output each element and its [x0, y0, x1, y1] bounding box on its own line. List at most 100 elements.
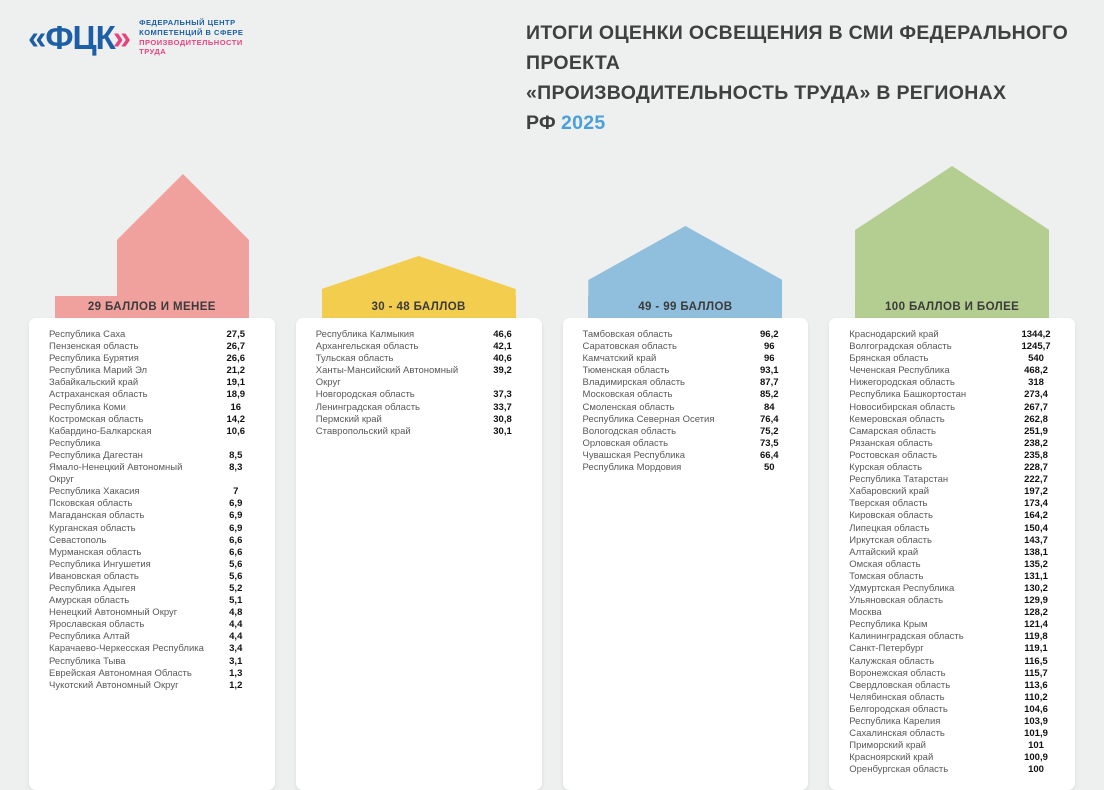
fck-logo-caption: ФЕДЕРАЛЬНЫЙ ЦЕНТР КОМПЕТЕНЦИЙ В СФЕРЕ ПР…	[139, 18, 243, 57]
region-name: Ульяновская область	[849, 595, 944, 607]
region-row: Омская область 135,2	[849, 559, 1063, 571]
region-row: Камчатский край 96	[583, 353, 797, 365]
region-score: 8,5	[229, 449, 243, 461]
region-name: Республика Саха	[49, 329, 126, 340]
region-score: 1245,7	[1021, 341, 1051, 353]
region-row: Чукотский Автономный Округ 1,2	[49, 680, 263, 692]
region-score: 129,9	[1024, 595, 1048, 607]
region-name: Кемеровская область	[849, 413, 945, 425]
region-score: 1,3	[229, 667, 243, 679]
region-score: 16	[230, 401, 242, 413]
region-row: Республика Адыгея 5,2	[49, 583, 263, 595]
region-row: Сахалинская область 101,9	[849, 728, 1063, 740]
infographic-page: «ФЦК» ФЕДЕРАЛЬНЫЙ ЦЕНТР КОМПЕТЕНЦИЙ В СФ…	[28, 18, 1075, 790]
region-score: 5,6	[229, 570, 243, 582]
region-score: 75,2	[760, 425, 779, 437]
region-row: Челябинская область 110,2	[849, 692, 1063, 704]
region-score: 6,9	[229, 498, 243, 510]
region-score: 238,2	[1024, 437, 1048, 449]
region-row: Ямало-Ненецкий Автономный Округ 8,3	[49, 462, 263, 486]
region-score: 30,1	[493, 425, 512, 437]
region-list-card: Тамбовская область 96,2 Саратовская област…	[562, 318, 809, 790]
region-score: 119,8	[1024, 631, 1048, 643]
score-range-band: 49 - 99 БАЛЛОВ	[588, 296, 783, 318]
house-arrow-icon	[588, 226, 783, 296]
fck-logo-letters: «ФЦК	[28, 19, 116, 56]
region-row: Севастополь 6,6	[49, 535, 263, 547]
region-row: Саратовская область 96	[583, 341, 797, 353]
logo-caption-line2: КОМПЕТЕНЦИЙ В СФЕРЕ	[139, 27, 244, 37]
region-name: Липецкая область	[849, 522, 930, 534]
region-score: 96,2	[760, 329, 779, 340]
region-name: Чувашская Республика	[582, 449, 686, 461]
region-row: Республика Марий Эл 21,2	[49, 365, 263, 377]
region-row: Оренбургская область 100	[849, 764, 1063, 776]
region-name: Воронежская область	[849, 667, 946, 679]
region-score: 19,1	[226, 377, 246, 389]
house-arrow-icon	[116, 174, 249, 296]
region-row: Ненецкий Автономный Округ 4,8	[49, 607, 263, 619]
fck-logo: «ФЦК» ФЕДЕРАЛЬНЫЙ ЦЕНТР КОМПЕТЕНЦИЙ В СФ…	[28, 18, 243, 57]
region-row: Пензенская область 26,7	[49, 341, 263, 353]
score-column: 100 БАЛЛОВ И БОЛЕЕ Краснодарский край 134…	[829, 166, 1075, 790]
region-name: Челябинская область	[849, 691, 945, 703]
region-name: Кабардино-Балкарская Республика	[49, 425, 152, 449]
region-row: Вологодская область 75,2	[583, 426, 797, 438]
region-name: Псковская область	[49, 498, 133, 510]
region-name: Брянская область	[849, 353, 929, 365]
region-row: Республика Мордовия 50	[583, 462, 797, 474]
region-name: Магаданская область	[49, 510, 145, 522]
region-row: Курская область 228,7	[849, 462, 1063, 474]
region-name: Республика Ингушетия	[49, 558, 151, 570]
region-name: Тамбовская область	[582, 329, 673, 340]
region-name: Волгоградская область	[849, 341, 952, 353]
region-score: 76,4	[760, 413, 779, 425]
region-row: Курганская область 6,9	[49, 523, 263, 535]
region-list-card: Республика Калмыкия 46,6 Архангельская обл…	[295, 318, 542, 790]
region-score: 150,4	[1024, 522, 1048, 534]
region-name: Красноярский край	[849, 752, 934, 764]
region-row: Удмуртская Республика 130,2	[849, 583, 1063, 595]
region-score: 135,2	[1024, 558, 1048, 570]
region-name: Калининградская область	[849, 631, 964, 643]
region-score: 85,2	[760, 389, 779, 401]
region-name: Севастополь	[49, 534, 107, 546]
region-row: Смоленская область 84	[583, 402, 797, 414]
region-row: Тюменская область 93,1	[583, 365, 797, 377]
region-score: 14,2	[226, 413, 246, 425]
region-name: Республика Крым	[849, 619, 928, 631]
region-row: Республика Татарстан 222,7	[849, 474, 1063, 486]
region-row: Республика Карелия 103,9	[849, 716, 1063, 728]
region-name: Курская область	[849, 462, 923, 474]
region-name: Амурская область	[49, 595, 130, 607]
region-row: Костромская область 14,2	[49, 414, 263, 426]
region-score: 273,4	[1024, 389, 1048, 401]
region-score: 4,8	[229, 607, 243, 619]
region-name: Свердловская область	[849, 679, 951, 691]
region-row: Республика Ингушетия 5,6	[49, 559, 263, 571]
region-score: 6,9	[229, 510, 243, 522]
region-score: 468,2	[1024, 365, 1048, 377]
region-name: Калужская область	[849, 655, 935, 667]
region-row: Астраханская область 18,9	[49, 389, 263, 401]
region-score: 100,9	[1024, 752, 1048, 764]
logo-caption-line1: ФЕДЕРАЛЬНЫЙ ЦЕНТР	[139, 18, 236, 27]
region-rows: Республика Саха 27,5 Пензенская область 26,…	[49, 329, 263, 692]
region-name: Республика Башкортостан	[849, 389, 967, 401]
region-row: Республика Крым 121,4	[849, 619, 1063, 631]
score-range-label: 30 - 48 БАЛЛОВ	[371, 301, 466, 313]
region-name: Астраханская область	[49, 389, 148, 401]
region-name: Мурманская область	[49, 546, 142, 558]
region-score: 267,7	[1024, 401, 1048, 413]
region-score: 46,6	[493, 329, 512, 340]
region-list-card: Республика Саха 27,5 Пензенская область 26,…	[29, 318, 275, 790]
chevron-right-icon: »	[112, 19, 131, 56]
region-row: Амурская область 5,1	[49, 595, 263, 607]
region-score: 119,1	[1024, 643, 1048, 655]
region-rows: Тамбовская область 96,2 Саратовская област…	[583, 329, 797, 474]
region-row: Ростовская область 235,8	[849, 450, 1063, 462]
region-row: Кабардино-Балкарская Республика 10,6	[49, 426, 263, 450]
region-name: Забайкальский край	[49, 377, 139, 389]
region-score: 101,9	[1024, 728, 1048, 740]
region-score: 7	[233, 486, 239, 498]
